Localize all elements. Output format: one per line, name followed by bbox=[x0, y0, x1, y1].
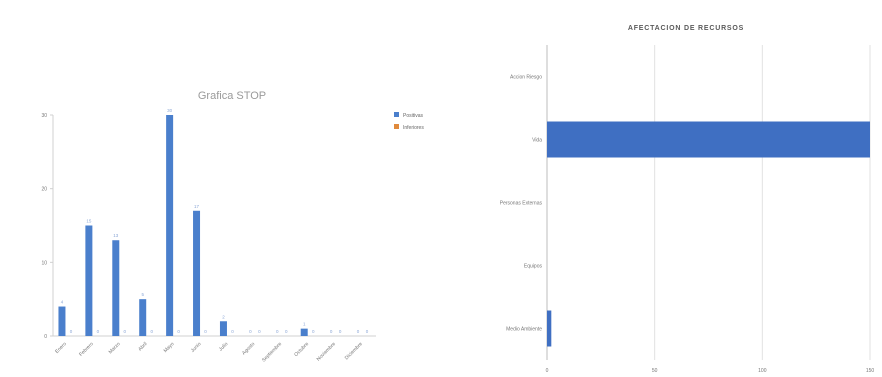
bar-group: 4 0 15 0 13 0 5 0 30 0 17 0 2 0 0 0 0 0 1 0 0 0 0 0 bbox=[58, 108, 369, 336]
category-label-group: Enero Febrero Marzo Abril Mayo Junio Julio Agos… bbox=[54, 341, 364, 363]
legend-label: Positivas bbox=[403, 113, 424, 119]
x-tick-label: 150 bbox=[866, 368, 875, 374]
category-label: Equipos bbox=[524, 264, 543, 270]
data-label: 0 bbox=[70, 329, 73, 334]
y-tick-label: 10 bbox=[41, 260, 47, 266]
data-label: 0 bbox=[330, 329, 333, 334]
category-label: Abril bbox=[137, 341, 148, 352]
data-label: 2 bbox=[222, 314, 225, 319]
data-label: 0 bbox=[357, 329, 360, 334]
bar-positivas bbox=[112, 240, 120, 336]
data-label: 15 bbox=[86, 219, 92, 224]
bar-positivas bbox=[139, 299, 147, 336]
category-label: Noviembre bbox=[316, 341, 337, 362]
data-label: 0 bbox=[177, 329, 180, 334]
bar-positivas bbox=[85, 225, 93, 336]
category-label: Octubre bbox=[293, 341, 310, 358]
category-label: Septiembre bbox=[261, 341, 283, 363]
data-label: 0 bbox=[339, 329, 342, 334]
data-label: 0 bbox=[124, 329, 127, 334]
category-label: Medio Ambiente bbox=[506, 327, 542, 333]
y-tick-label: 20 bbox=[41, 187, 47, 193]
category-label: Mayo bbox=[163, 341, 176, 354]
gridline-group bbox=[654, 45, 871, 360]
data-label: 0 bbox=[249, 329, 252, 334]
y-tick-label: 0 bbox=[44, 334, 47, 340]
data-label: 0 bbox=[97, 329, 100, 334]
category-label: Diciembre bbox=[344, 341, 364, 361]
bar-positivas bbox=[300, 328, 308, 336]
stop-chart-panel: Grafica STOP 0 10 20 30 4 0 15 0 13 0 5 0 30 0 17 0 2 0 0… bbox=[41, 90, 424, 364]
data-label: 17 bbox=[194, 204, 200, 209]
data-label: 0 bbox=[312, 329, 315, 334]
legend-label: Inferiores bbox=[403, 125, 424, 131]
category-label: Accion Riesgo bbox=[510, 75, 542, 81]
legend-swatch bbox=[394, 112, 399, 117]
data-label: 0 bbox=[204, 329, 207, 334]
bar-positivas bbox=[219, 321, 227, 336]
x-tick-group: 0 50 100 150 bbox=[546, 368, 875, 374]
data-label: 13 bbox=[113, 233, 119, 238]
y-tick-label: 30 bbox=[41, 113, 47, 119]
data-label: 4 bbox=[61, 300, 64, 305]
data-label: 0 bbox=[150, 329, 153, 334]
category-label: Febrero bbox=[78, 341, 95, 358]
category-label: Enero bbox=[54, 341, 68, 355]
category-label: Vida bbox=[532, 138, 542, 144]
resources-bar-chart: AFECTACION DE RECURSOS Medio Ambiente Equ… bbox=[500, 25, 875, 374]
data-label: 5 bbox=[141, 292, 144, 297]
stop-chart-title: Grafica STOP bbox=[198, 90, 266, 102]
data-label: 0 bbox=[366, 329, 369, 334]
data-label: 0 bbox=[258, 329, 261, 334]
bar-positivas bbox=[166, 115, 174, 336]
category-label: Agosto bbox=[241, 341, 256, 356]
category-label: Julio bbox=[218, 341, 230, 353]
x-tick-label: 0 bbox=[546, 368, 549, 374]
legend-swatch bbox=[394, 124, 399, 129]
category-label: Junio bbox=[190, 341, 203, 354]
bar bbox=[547, 121, 870, 158]
bar-group bbox=[547, 121, 870, 347]
category-label-group: Medio Ambiente Equipos Personas Externas Vi… bbox=[500, 75, 543, 333]
resources-chart-title: AFECTACION DE RECURSOS bbox=[628, 25, 744, 32]
resources-chart-panel: AFECTACION DE RECURSOS Medio Ambiente Equ… bbox=[450, 0, 882, 377]
bar-positivas bbox=[58, 306, 66, 336]
data-label: 30 bbox=[167, 108, 173, 113]
legend: Positivas Inferiores bbox=[394, 112, 424, 131]
x-tick-label: 100 bbox=[758, 368, 767, 374]
category-label: Personas Externas bbox=[500, 201, 543, 207]
data-label: 0 bbox=[276, 329, 279, 334]
data-label: 0 bbox=[285, 329, 288, 334]
category-label: Marzo bbox=[108, 341, 122, 355]
data-label: 1 bbox=[303, 322, 306, 327]
x-tick-label: 50 bbox=[652, 368, 658, 374]
y-tick-group: 0 10 20 30 bbox=[41, 113, 53, 340]
bar-positivas bbox=[193, 210, 201, 336]
bar bbox=[547, 310, 552, 347]
data-label: 0 bbox=[231, 329, 234, 334]
